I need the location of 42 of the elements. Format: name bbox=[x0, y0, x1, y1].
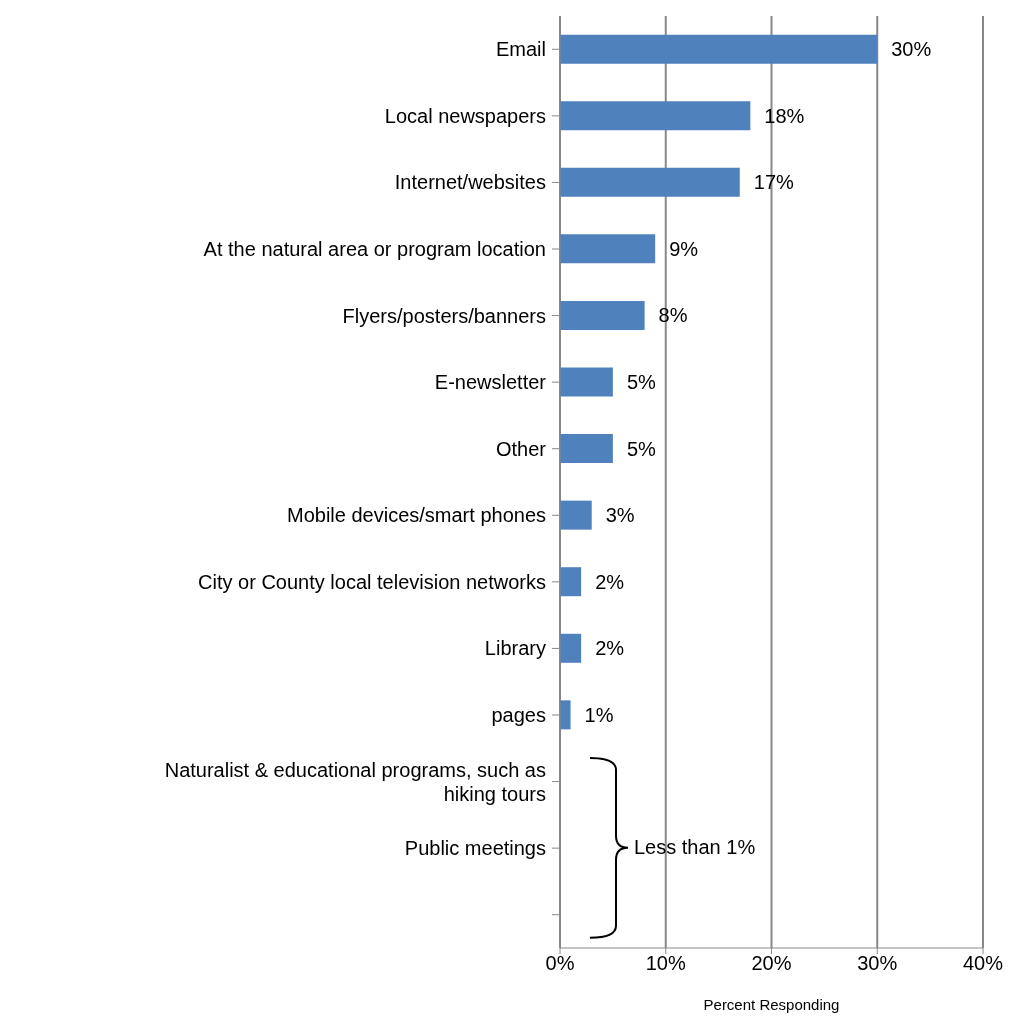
data-label: 5% bbox=[626, 371, 656, 393]
bar bbox=[560, 367, 613, 397]
y-tick-label: Library bbox=[484, 637, 546, 660]
y-tick-label: City or County local television networks bbox=[198, 570, 546, 593]
y-tick-label: Other bbox=[495, 437, 547, 460]
y-tick-label: E-newsletter bbox=[434, 371, 547, 394]
bar bbox=[560, 167, 740, 197]
bar bbox=[560, 567, 582, 597]
bar bbox=[560, 34, 878, 64]
y-tick-label: Flyers/posters/banners bbox=[342, 304, 546, 327]
data-label: 8% bbox=[658, 304, 688, 327]
bar bbox=[560, 234, 656, 264]
x-tick-label: 10% bbox=[645, 952, 686, 975]
data-label: 1% bbox=[584, 703, 614, 726]
x-tick-label: 20% bbox=[751, 952, 792, 975]
y-tick-label: pages bbox=[491, 704, 546, 726]
y-tick-label: Mobile devices/smart phones bbox=[286, 504, 546, 527]
y-tick-label: Naturalist & educational programs, such as hiking tours bbox=[164, 758, 546, 805]
data-label: 2% bbox=[595, 570, 625, 593]
bar bbox=[560, 700, 571, 730]
bar bbox=[560, 633, 582, 663]
bar bbox=[560, 101, 751, 131]
bar bbox=[560, 500, 592, 530]
y-tick-label: Public meetings bbox=[404, 837, 546, 860]
data-label: 9% bbox=[669, 237, 699, 260]
data-label: 30% bbox=[891, 38, 932, 61]
x-tick-label: 30% bbox=[857, 952, 898, 975]
annotation: Less than 1% bbox=[634, 836, 756, 860]
data-label: 18% bbox=[764, 104, 805, 127]
data-label: 2% bbox=[595, 637, 625, 660]
x-axis-title: Percent Responding bbox=[703, 996, 840, 1013]
y-tick-label: Local newspapers bbox=[384, 104, 546, 127]
x-tick-label: 0% bbox=[545, 952, 575, 975]
bar bbox=[560, 434, 613, 464]
data-label: 5% bbox=[626, 437, 656, 460]
y-tick-label: Email bbox=[495, 38, 546, 61]
y-tick-label: Internet/websites bbox=[394, 171, 546, 194]
bar bbox=[560, 300, 645, 330]
data-label: 17% bbox=[753, 171, 795, 194]
x-tick-label: 40% bbox=[962, 952, 1004, 975]
y-tick-label: At the natural area or program location bbox=[203, 238, 546, 260]
data-label: 3% bbox=[605, 504, 635, 527]
